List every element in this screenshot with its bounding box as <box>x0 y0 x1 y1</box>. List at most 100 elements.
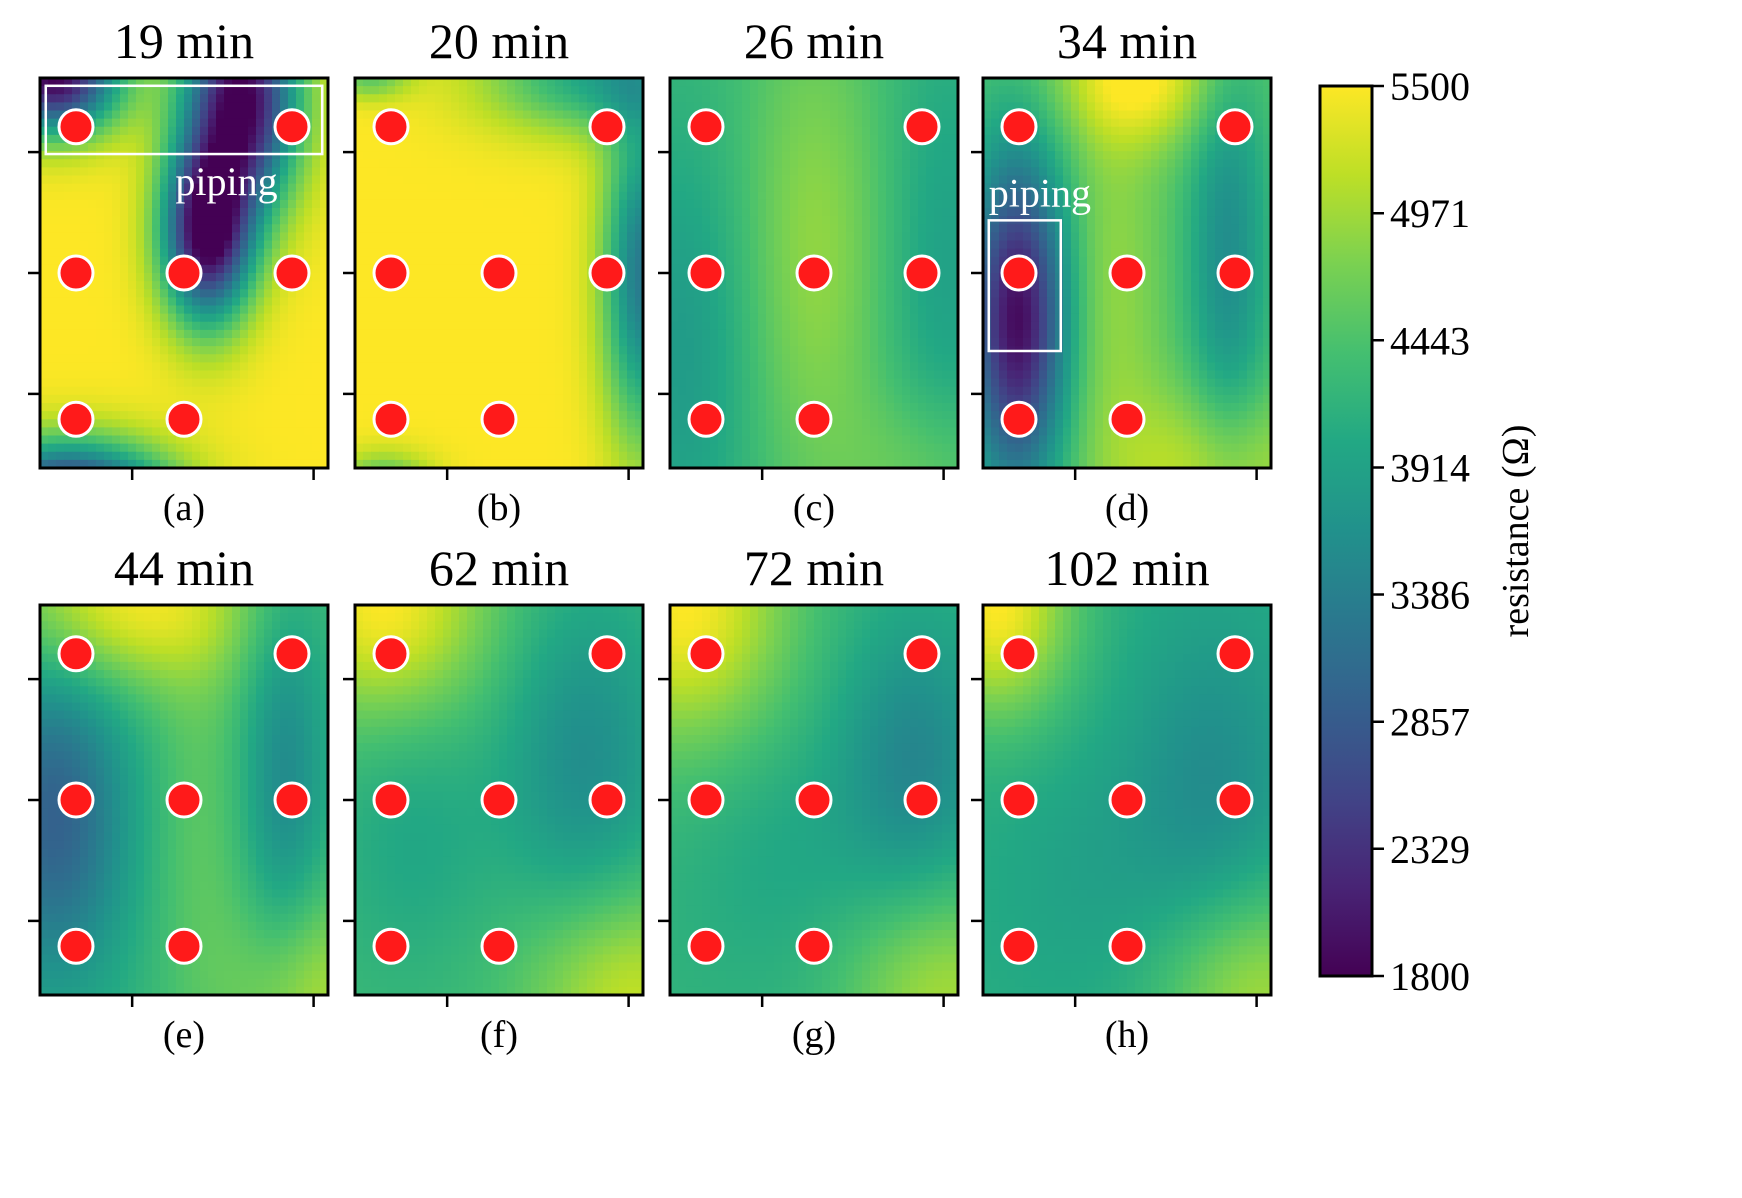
heatmap-cell <box>846 183 855 193</box>
heatmap-cell <box>120 370 129 380</box>
heatmap-cell <box>726 362 735 372</box>
electrode-marker <box>480 400 518 438</box>
heatmap-cell <box>443 386 452 396</box>
heatmap-cell <box>296 232 305 242</box>
heatmap-cell <box>635 370 643 380</box>
heatmap-cell <box>112 329 121 339</box>
heatmap-cell <box>579 240 588 250</box>
heatmap-cell <box>934 183 943 193</box>
heatmap-cell <box>790 126 799 136</box>
heatmap-cell <box>427 338 436 347</box>
heatmap-cell <box>758 94 767 103</box>
heatmap-cell <box>80 370 89 380</box>
heatmap-cell <box>838 183 847 193</box>
heatmap-cell <box>499 297 508 307</box>
heatmap-cell <box>774 232 783 242</box>
heatmap-cell <box>96 134 105 144</box>
heatmap-cell <box>555 378 564 388</box>
heatmap-cell <box>411 264 420 274</box>
heatmap-cell <box>926 305 935 315</box>
heatmap-cell <box>208 419 217 428</box>
heatmap-cell <box>814 110 823 120</box>
heatmap-cell <box>379 208 388 217</box>
heatmap-cell <box>619 151 628 160</box>
heatmap-cell <box>547 427 556 437</box>
heatmap-cell <box>670 224 679 233</box>
heatmap-cell <box>686 305 695 315</box>
heatmap-cell <box>184 338 193 347</box>
heatmap-cell <box>710 289 719 298</box>
heatmap-cell <box>670 403 679 412</box>
heatmap-cell <box>886 329 895 339</box>
heatmap-cell <box>726 86 735 95</box>
heatmap-cell <box>240 126 249 136</box>
heatmap-cell <box>272 411 281 420</box>
heatmap-cell <box>435 289 444 298</box>
heatmap-cell <box>296 199 305 209</box>
heatmap-cell <box>854 167 863 177</box>
heatmap-cell <box>886 362 895 372</box>
heatmap-cell <box>726 175 735 185</box>
heatmap-cell <box>491 208 500 217</box>
heatmap-cell <box>312 199 321 209</box>
heatmap-cell <box>256 403 265 412</box>
heatmap-cell <box>742 321 751 331</box>
heatmap-cell <box>619 321 628 331</box>
heatmap-cell <box>782 305 791 315</box>
heatmap-cell <box>411 126 420 136</box>
heatmap-cell <box>395 151 404 160</box>
heatmap-cell <box>726 94 735 103</box>
heatmap-cell <box>670 338 679 347</box>
heatmap-cell <box>491 289 500 298</box>
heatmap-cell <box>160 451 169 461</box>
heatmap-cell <box>790 313 799 323</box>
heatmap-cell <box>774 175 783 185</box>
heatmap-cell <box>710 297 719 307</box>
heatmap-cell <box>411 102 420 112</box>
heatmap-cell <box>475 199 484 209</box>
heatmap-cell <box>926 329 935 339</box>
heatmap-cell <box>515 354 524 363</box>
heatmap-cell <box>427 216 436 225</box>
heatmap-cell <box>702 232 711 242</box>
heatmap-cell <box>886 264 895 274</box>
heatmap-cell <box>272 143 281 152</box>
heatmap-cell <box>427 208 436 217</box>
heatmap-cell <box>312 256 321 266</box>
heatmap-cell <box>611 216 620 225</box>
heatmap-cell <box>224 118 233 128</box>
heatmap-cell <box>619 216 628 225</box>
heatmap-cell <box>483 305 492 315</box>
heatmap-cell <box>152 386 161 396</box>
heatmap-cell <box>862 289 871 298</box>
heatmap-cell <box>678 264 687 274</box>
heatmap-cell <box>846 354 855 363</box>
heatmap-cell <box>718 346 727 355</box>
heatmap-cell <box>611 411 620 420</box>
heatmap-cell <box>491 394 500 404</box>
heatmap-cell <box>280 183 289 193</box>
heatmap-cell <box>758 362 767 372</box>
heatmap-cell <box>942 183 951 193</box>
heatmap-cell <box>894 321 903 331</box>
heatmap-cell <box>483 386 492 396</box>
heatmap-cell <box>136 143 145 152</box>
heatmap-cell <box>459 338 468 347</box>
heatmap-cell <box>798 102 807 112</box>
heatmap-cell <box>232 378 241 388</box>
heatmap-cell <box>918 86 927 95</box>
heatmap-cell <box>208 86 217 95</box>
heatmap-cell <box>288 224 297 233</box>
heatmap-cell <box>379 78 388 87</box>
heatmap-cell <box>411 175 420 185</box>
heatmap-cell <box>475 78 484 87</box>
heatmap-cell <box>499 126 508 136</box>
heatmap-cell <box>758 159 767 168</box>
heatmap-cell <box>136 183 145 193</box>
heatmap-cell <box>216 443 225 453</box>
heatmap-cell <box>539 208 548 217</box>
heatmap-cell <box>555 183 564 193</box>
heatmap-cell <box>926 175 935 185</box>
heatmap-cell <box>814 232 823 242</box>
heatmap-cell <box>280 329 289 339</box>
